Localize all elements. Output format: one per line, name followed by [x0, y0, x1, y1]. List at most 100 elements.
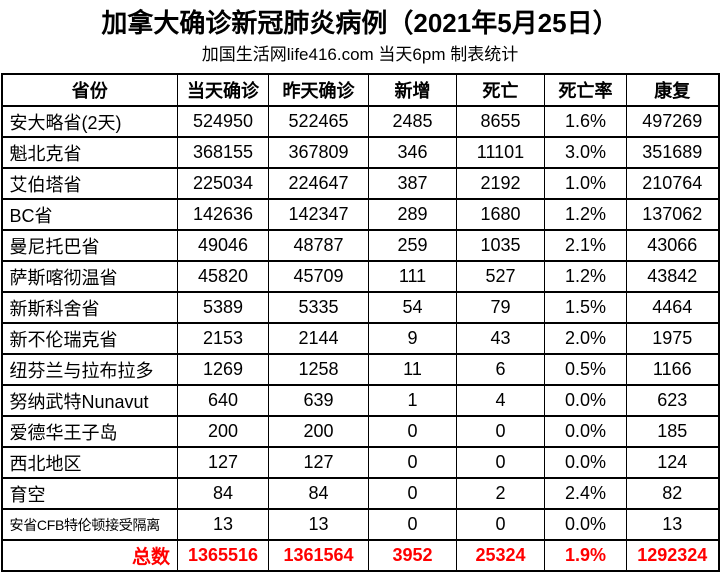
value-cell: 224647: [268, 167, 369, 200]
column-header-recovered: 康复: [626, 73, 719, 107]
value-cell: 2485: [368, 105, 457, 138]
page-subtitle: 加国生活网life416.com 当天6pm 制表统计: [201, 45, 519, 64]
total-value-cell: 1.9%: [544, 539, 627, 572]
value-cell: 640: [177, 384, 269, 417]
value-cell: 259: [368, 229, 457, 262]
table-row: 育空 84 84 0 2 2.4% 82: [1, 477, 719, 510]
value-cell: 200: [177, 415, 269, 448]
covid-cases-table: 省份 当天确诊 昨天确诊 新增 死亡 死亡率 康复 安大略省(2天) 524950…: [0, 73, 720, 572]
table-body: 安大略省(2天) 524950 522465 2485 8655 1.6% 497269 魁北…: [1, 105, 719, 572]
value-cell: 3.0%: [544, 136, 627, 169]
value-cell: 210764: [626, 167, 719, 200]
value-cell: 54: [368, 291, 457, 324]
value-cell: 1035: [456, 229, 545, 262]
value-cell: 524950: [177, 105, 269, 138]
province-name-cell: 爱德华王子岛: [1, 415, 178, 448]
value-cell: 13: [177, 508, 269, 541]
value-cell: 127: [177, 446, 269, 479]
value-cell: 1258: [268, 353, 369, 386]
value-cell: 4464: [626, 291, 719, 324]
value-cell: 0: [456, 446, 545, 479]
table-row: 新斯科舍省 5389 5335 54 79 1.5% 4464: [1, 291, 719, 324]
value-cell: 2192: [456, 167, 545, 200]
page-title: 加拿大确诊新冠肺炎病例（2021年5月25日）: [101, 8, 619, 38]
value-cell: 0: [456, 415, 545, 448]
value-cell: 82: [626, 477, 719, 510]
value-cell: 5335: [268, 291, 369, 324]
total-row: 总数 1365516 1361564 3952 25324 1.9% 1292324: [1, 539, 719, 572]
province-name-cell: 纽芬兰与拉布拉多: [1, 353, 178, 386]
table-row: 西北地区 127 127 0 0 0.0% 124: [1, 446, 719, 479]
value-cell: 111: [368, 260, 457, 293]
province-name-cell: 新不伦瑞克省: [1, 322, 178, 355]
value-cell: 0: [368, 446, 457, 479]
value-cell: 1166: [626, 353, 719, 386]
value-cell: 0.0%: [544, 384, 627, 417]
value-cell: 1: [368, 384, 457, 417]
province-name-cell: BC省: [1, 198, 178, 231]
value-cell: 0: [368, 477, 457, 510]
value-cell: 4: [456, 384, 545, 417]
value-cell: 0: [456, 508, 545, 541]
value-cell: 137062: [626, 198, 719, 231]
total-value-cell: 25324: [456, 539, 545, 572]
value-cell: 367809: [268, 136, 369, 169]
value-cell: 497269: [626, 105, 719, 138]
column-header-today-confirmed: 当天确诊: [177, 73, 269, 107]
column-header-death-rate: 死亡率: [544, 73, 627, 107]
value-cell: 2.0%: [544, 322, 627, 355]
value-cell: 79: [456, 291, 545, 324]
value-cell: 84: [268, 477, 369, 510]
value-cell: 13: [626, 508, 719, 541]
table-row: 努纳武特Nunavut 640 639 1 4 0.0% 623: [1, 384, 719, 417]
value-cell: 0: [368, 508, 457, 541]
table-row: 安大略省(2天) 524950 522465 2485 8655 1.6% 497269: [1, 105, 719, 138]
table-row: 纽芬兰与拉布拉多 1269 1258 11 6 0.5% 1166: [1, 353, 719, 386]
value-cell: 185: [626, 415, 719, 448]
total-value-cell: 1365516: [177, 539, 269, 572]
province-name-cell: 西北地区: [1, 446, 178, 479]
value-cell: 639: [268, 384, 369, 417]
province-name-cell: 育空: [1, 477, 178, 510]
value-cell: 1.2%: [544, 198, 627, 231]
value-cell: 2.4%: [544, 477, 627, 510]
value-cell: 351689: [626, 136, 719, 169]
value-cell: 142636: [177, 198, 269, 231]
value-cell: 623: [626, 384, 719, 417]
total-label-cell: 总数: [1, 539, 178, 572]
total-value-cell: 1361564: [268, 539, 369, 572]
value-cell: 368155: [177, 136, 269, 169]
value-cell: 0: [368, 415, 457, 448]
value-cell: 2153: [177, 322, 269, 355]
table-row: 曼尼托巴省 49046 48787 259 1035 2.1% 43066: [1, 229, 719, 262]
value-cell: 1680: [456, 198, 545, 231]
province-name-cell: 安省CFB特伦顿接受隔离: [1, 508, 178, 541]
value-cell: 43: [456, 322, 545, 355]
province-name-cell: 努纳武特Nunavut: [1, 384, 178, 417]
page: 加拿大确诊新冠肺炎病例（2021年5月25日） 加国生活网life416.com…: [0, 6, 720, 572]
value-cell: 43066: [626, 229, 719, 262]
value-cell: 84: [177, 477, 269, 510]
table-row: 艾伯塔省 225034 224647 387 2192 1.0% 210764: [1, 167, 719, 200]
table-row: 魁北克省 368155 367809 346 11101 3.0% 351689: [1, 136, 719, 169]
value-cell: 2: [456, 477, 545, 510]
value-cell: 49046: [177, 229, 269, 262]
table-row: 新不伦瑞克省 2153 2144 9 43 2.0% 1975: [1, 322, 719, 355]
value-cell: 11: [368, 353, 457, 386]
value-cell: 43842: [626, 260, 719, 293]
column-header-deaths: 死亡: [456, 73, 545, 107]
value-cell: 527: [456, 260, 545, 293]
province-name-cell: 萨斯喀彻温省: [1, 260, 178, 293]
value-cell: 200: [268, 415, 369, 448]
column-header-new-cases: 新增: [368, 73, 457, 107]
province-name-cell: 艾伯塔省: [1, 167, 178, 200]
value-cell: 0.5%: [544, 353, 627, 386]
value-cell: 48787: [268, 229, 369, 262]
value-cell: 387: [368, 167, 457, 200]
value-cell: 289: [368, 198, 457, 231]
value-cell: 0.0%: [544, 508, 627, 541]
value-cell: 6: [456, 353, 545, 386]
value-cell: 1975: [626, 322, 719, 355]
province-name-cell: 魁北克省: [1, 136, 178, 169]
value-cell: 5389: [177, 291, 269, 324]
